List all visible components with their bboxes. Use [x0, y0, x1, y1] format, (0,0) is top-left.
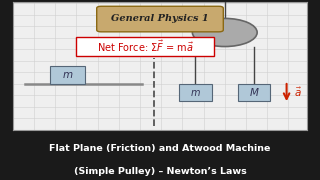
Text: (Simple Pulley) – Newton’s Laws: (Simple Pulley) – Newton’s Laws [74, 167, 246, 176]
FancyBboxPatch shape [76, 37, 214, 56]
FancyBboxPatch shape [179, 84, 212, 101]
Text: m: m [62, 70, 72, 80]
Text: $\vec{a}$: $\vec{a}$ [294, 86, 302, 99]
Text: M: M [250, 87, 259, 98]
Text: Net Force: $\Sigma\vec{F}$ = m$\vec{a}$: Net Force: $\Sigma\vec{F}$ = m$\vec{a}$ [97, 39, 194, 54]
Text: m: m [191, 87, 200, 98]
FancyBboxPatch shape [97, 6, 223, 32]
Text: General Physics 1: General Physics 1 [111, 14, 209, 23]
Text: Flat Plane (Friction) and Atwood Machine: Flat Plane (Friction) and Atwood Machine [49, 144, 271, 153]
Circle shape [192, 18, 257, 46]
FancyBboxPatch shape [50, 66, 85, 84]
FancyBboxPatch shape [238, 84, 270, 101]
